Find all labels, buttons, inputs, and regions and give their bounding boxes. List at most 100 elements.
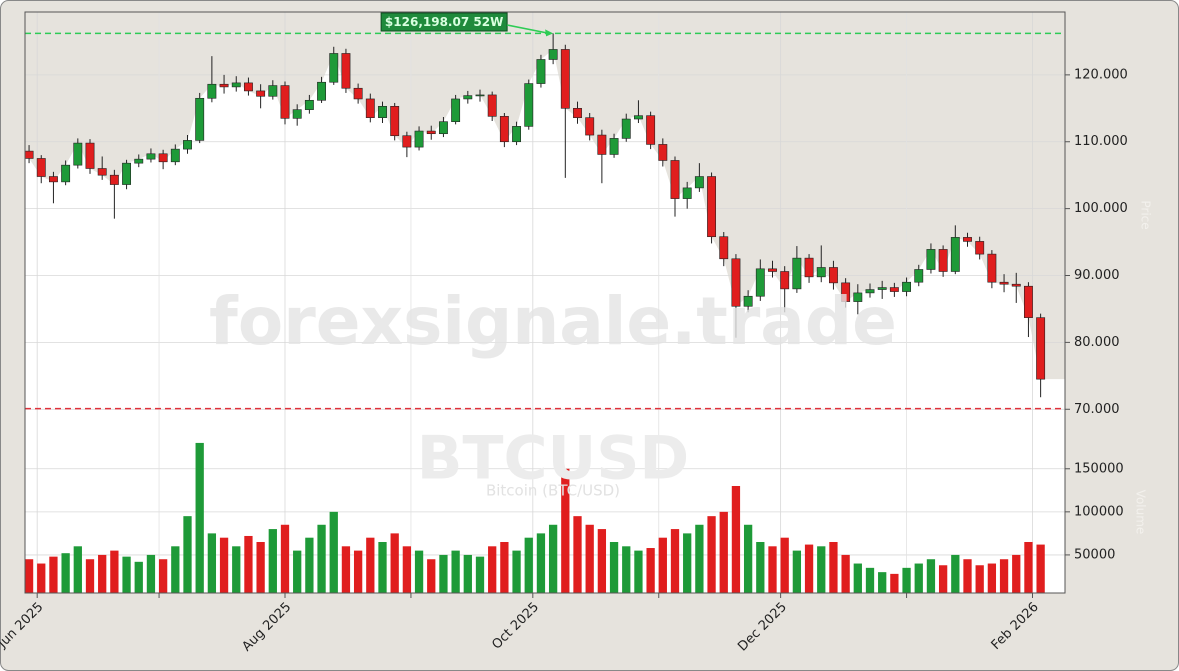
candle-body — [975, 241, 985, 255]
volume-bar — [817, 546, 826, 593]
volume-bar — [695, 524, 704, 593]
volume-bar — [841, 554, 850, 593]
volume-bar — [670, 529, 680, 593]
volume-bar — [731, 485, 741, 593]
candle-body — [926, 249, 936, 270]
volume-bar — [329, 511, 338, 593]
candle-body — [390, 106, 400, 137]
candle-body — [109, 174, 119, 185]
candle-body — [658, 144, 668, 161]
volume-bar — [439, 554, 448, 593]
volume-bar — [37, 563, 46, 593]
volume-bar — [561, 468, 570, 593]
candle-body — [329, 53, 339, 83]
volume-bar — [122, 556, 131, 593]
volume-bar — [1012, 554, 1021, 593]
volume-bar — [963, 559, 972, 593]
plot-frame — [24, 11, 1066, 594]
volume-bar — [427, 559, 436, 593]
candle-body — [438, 121, 448, 135]
candle-body — [828, 267, 838, 284]
volume-bar — [548, 524, 558, 593]
volume-bar — [853, 563, 862, 593]
y-tick-label: 100.000 — [1074, 201, 1128, 216]
symbol-watermark: BTCUSD — [417, 424, 689, 494]
volume-bar — [341, 546, 351, 593]
candle-body — [292, 109, 302, 119]
candle-body — [524, 83, 534, 127]
volume-bar — [524, 537, 533, 593]
candle-body — [999, 281, 1009, 285]
volume-bar — [951, 554, 960, 593]
candle-body — [73, 142, 83, 166]
volume-bar — [829, 541, 838, 593]
candle-body — [353, 87, 363, 100]
candle-body — [48, 176, 58, 183]
volume-bar — [378, 541, 387, 593]
candle-body — [914, 269, 924, 283]
candle-body — [731, 258, 741, 307]
candle-body — [231, 82, 241, 88]
volume-bar — [609, 541, 619, 593]
candle-body — [694, 176, 704, 189]
candle-body — [755, 268, 765, 297]
volume-bar — [158, 559, 168, 593]
volume-bar — [878, 572, 887, 593]
volume-bar — [293, 550, 302, 593]
volume-axis-title: Volume — [1134, 490, 1148, 535]
candle-body — [902, 281, 912, 292]
candle-body — [853, 292, 863, 302]
volume-bar — [634, 550, 643, 593]
candle-body — [804, 257, 814, 278]
annotation-box — [380, 12, 508, 32]
volume-bar — [268, 529, 277, 593]
candle-body — [1023, 285, 1033, 318]
y-tick-label: 90.000 — [1074, 268, 1120, 283]
plot — [25, 12, 1065, 593]
volume-bar — [999, 559, 1009, 593]
candle-body — [317, 81, 327, 101]
candle-body — [816, 267, 826, 278]
volume-bar — [646, 548, 655, 593]
candle-body — [170, 148, 180, 163]
y-tick-label: 80.000 — [1074, 335, 1120, 350]
candle-body — [719, 236, 729, 260]
volume-bar — [768, 546, 777, 593]
volume-bar — [780, 537, 789, 593]
volume-bar — [926, 559, 936, 593]
watermark: forexsignale.trade — [209, 283, 897, 360]
candle-body — [378, 106, 387, 118]
y-tick-label: 70.000 — [1074, 402, 1120, 417]
candle-body — [97, 168, 107, 176]
candle-body — [597, 134, 607, 155]
candle-body — [25, 150, 34, 159]
candle-body — [195, 97, 205, 141]
volume-bar — [414, 550, 424, 593]
candle-body — [682, 187, 692, 199]
candle-body — [499, 116, 509, 143]
volume-bar — [573, 516, 582, 593]
candle-body — [573, 108, 582, 118]
volume-bar — [110, 550, 119, 593]
volume-bar — [134, 561, 143, 593]
volume-bar — [585, 524, 594, 593]
candle-body — [646, 115, 656, 145]
volume-bar — [865, 567, 875, 593]
candle-body — [780, 271, 790, 290]
candle-body — [280, 85, 290, 119]
candle-body — [61, 164, 71, 183]
volume-bar — [219, 537, 229, 593]
candle-body — [963, 237, 972, 242]
volume-bar — [232, 546, 241, 593]
candle-body — [670, 160, 680, 199]
candle-body — [463, 95, 473, 100]
candle-body — [938, 249, 948, 272]
candle-body — [560, 49, 570, 109]
candle-body — [146, 153, 156, 160]
volume-bar — [171, 546, 180, 593]
volume-bar — [463, 554, 472, 593]
volume-bar — [85, 559, 95, 593]
volume-bar — [183, 516, 192, 593]
candle-body — [707, 176, 717, 238]
volume-bar — [658, 537, 667, 593]
